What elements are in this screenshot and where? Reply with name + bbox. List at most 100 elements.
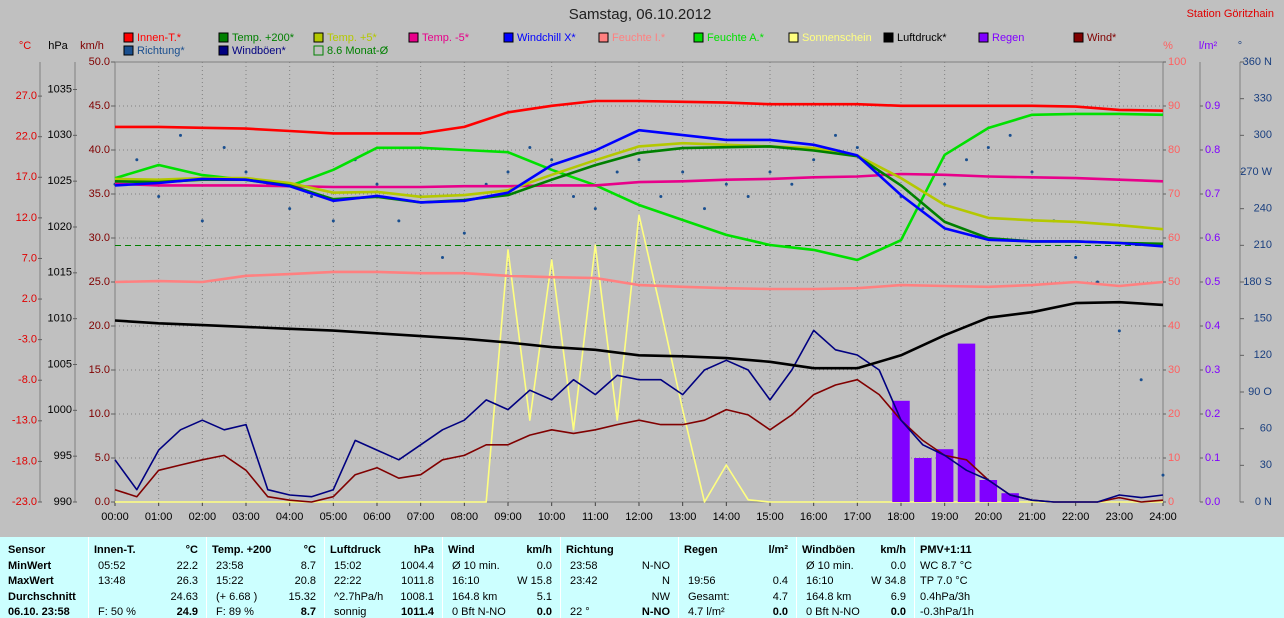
y-tick-label: 45.0: [89, 100, 110, 112]
x-tick-label: 21:00: [1018, 511, 1046, 523]
table-value: 0.0: [536, 559, 552, 572]
rain-bar: [935, 449, 954, 502]
table-value: 8.7: [300, 559, 316, 572]
table-cell: F: 89 %: [216, 606, 254, 618]
y-tick-label: 40: [1168, 320, 1180, 332]
y-tick-label: 60: [1260, 423, 1272, 435]
direction-dot: [1139, 378, 1143, 382]
direction-dot: [572, 194, 575, 198]
y-axis-title: hPa: [48, 40, 68, 52]
y-tick-label: 990: [54, 496, 72, 508]
y-tick-label: 100: [1168, 56, 1186, 68]
legend-swatch: [1073, 32, 1084, 43]
table-value: 26.3: [176, 575, 198, 587]
x-tick-label: 10:00: [538, 511, 566, 523]
column-title: PMV+1:11: [920, 544, 972, 556]
y-tick-label: 30: [1168, 364, 1180, 376]
y-tick-label: 0.7: [1205, 188, 1220, 200]
y-tick-label: 1020: [48, 221, 72, 233]
table-cell: WC 8.7 °C: [920, 559, 973, 572]
table-value: 1011.4: [400, 606, 434, 618]
table-value: 0.0: [772, 606, 788, 618]
table-value: 4.7: [772, 590, 788, 603]
column-unit: hPa: [413, 544, 434, 556]
direction-dot: [986, 146, 990, 150]
y-tick-label: 0 N: [1255, 496, 1272, 508]
x-tick-label: 24:00: [1149, 511, 1177, 523]
legend-swatch: [313, 32, 324, 43]
x-tick-label: 06:00: [363, 511, 391, 523]
y-tick-label: -18.0: [12, 455, 37, 467]
direction-dot: [855, 146, 859, 150]
direction-dot: [593, 207, 597, 211]
legend-swatch: [883, 32, 894, 43]
table-cell: 0 Bft N-NO: [806, 606, 860, 618]
direction-dot: [615, 170, 619, 174]
direction-dot: [179, 133, 182, 137]
y-tick-label: 10.0: [89, 408, 110, 420]
column-title: Richtung: [566, 544, 614, 556]
y-tick-label: 80: [1168, 144, 1180, 156]
column-title: Luftdruck: [330, 544, 381, 556]
table-cell: Ø 10 min.: [452, 559, 500, 572]
table-cell: 16:10: [452, 575, 480, 587]
direction-dot: [1030, 170, 1034, 174]
table-cell: 23:58: [570, 559, 598, 572]
legend-label: Temp. +5*: [327, 32, 378, 44]
table-cell: (+ 6.68 ): [216, 590, 258, 603]
direction-dot: [746, 194, 750, 198]
x-tick-label: 05:00: [320, 511, 348, 523]
direction-dot: [659, 194, 663, 198]
y-tick-label: 0.6: [1205, 232, 1220, 244]
y-tick-label: 1000: [48, 404, 72, 416]
column-separator: [914, 537, 915, 618]
legend-swatch: [598, 32, 609, 43]
column-title: Regen: [684, 544, 718, 556]
y-tick-label: -8.0: [18, 374, 37, 386]
table-cell: 23:58: [216, 559, 244, 572]
x-tick-label: 09:00: [494, 511, 522, 523]
legend-swatch: [788, 32, 799, 43]
rain-bar: [892, 400, 910, 502]
direction-dot: [1074, 256, 1078, 260]
y-tick-label: 20.0: [89, 320, 110, 332]
x-tick-label: 01:00: [145, 511, 173, 523]
y-tick-label: 180 S: [1243, 276, 1272, 288]
legend-swatch: [693, 32, 704, 43]
table-cell: 15:02: [334, 559, 362, 572]
y-axis-title: °C: [19, 40, 31, 52]
table-value: 6.9: [890, 590, 906, 603]
y-tick-label: -23.0: [12, 496, 37, 508]
table-cell: Ø 10 min.: [806, 559, 854, 572]
y-tick-label: 1015: [48, 267, 72, 279]
table-value: 24.9: [176, 606, 198, 618]
column-separator: [796, 537, 797, 618]
y-tick-label: 0.4: [1205, 320, 1220, 332]
rain-bar: [1001, 493, 1019, 502]
column-separator: [442, 537, 443, 618]
y-tick-label: 10: [1168, 452, 1180, 464]
table-value: 15.32: [288, 590, 316, 603]
rain-bar: [979, 480, 998, 502]
table-cell: 164.8 km: [806, 590, 852, 603]
table-cell: 0 Bft N-NO: [452, 606, 506, 618]
y-tick-label: 120: [1254, 349, 1272, 361]
chart: Samstag, 06.10.2012 Station Göritzhain 0…: [12, 6, 1274, 523]
column-separator: [88, 537, 89, 618]
y-tick-label: 30: [1260, 459, 1272, 471]
table-cell: F: 50 %: [98, 606, 136, 618]
legend-swatch: [978, 32, 989, 43]
table-value: 24.63: [170, 590, 198, 603]
table-value: 5.1: [536, 590, 552, 603]
x-tick-label: 22:00: [1062, 511, 1090, 523]
y-tick-label: 20: [1168, 408, 1180, 420]
table-cell: 164.8 km: [452, 590, 498, 603]
column-title: Wind: [448, 544, 475, 556]
column-unit: km/h: [880, 544, 906, 556]
direction-dot: [200, 219, 204, 223]
y-tick-label: 0.2: [1205, 408, 1220, 420]
direction-dot: [528, 146, 532, 150]
table-cell: 19:56: [688, 575, 716, 587]
table-value: W 15.8: [517, 575, 552, 587]
direction-dot: [921, 207, 925, 211]
